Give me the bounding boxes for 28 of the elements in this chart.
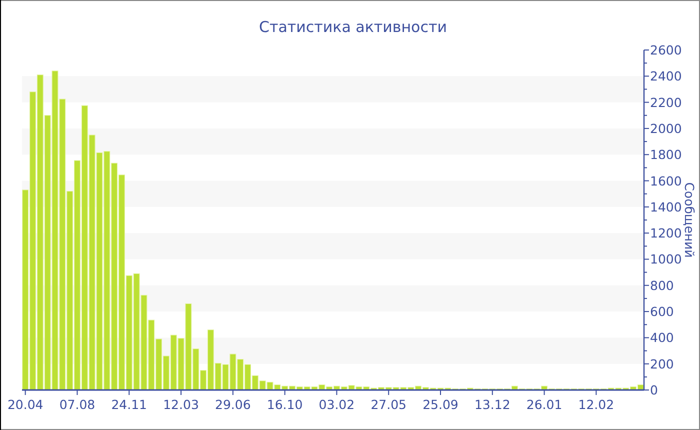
x-tick-label: 24.11 [111,397,148,412]
y-tick-label: 600 [650,304,674,320]
y-tick-label: 2400 [650,68,682,84]
x-tick-label: 26.01 [526,397,562,412]
y-tick-label: 1000 [650,252,682,267]
x-tick-label: 20.04 [7,397,44,412]
y-tick-label: 1200 [650,226,682,241]
x-tick-label: 12.03 [163,397,199,412]
y-tick-label: 2000 [650,120,682,136]
chart-title: Статистика активности [259,18,447,36]
y-tick-label: 2600 [650,42,682,58]
x-tick-label: 03.02 [318,397,355,412]
x-tick-label: 27.05 [370,397,406,412]
y-tick-label: 400 [650,330,674,346]
x-tick-label: 12.02 [578,397,614,412]
y-tick-label: 200 [650,356,674,372]
y-axis-title: Сообщений [682,182,697,258]
y-tick-label: 1400 [650,199,682,214]
x-tick-label: 07.08 [59,397,96,412]
x-tick-label: 25.09 [422,397,458,412]
x-tick-label: 13.12 [474,397,510,412]
y-tick-label: 1800 [650,147,682,162]
x-tick-label: 29.06 [215,397,251,412]
y-tick-label: 0 [650,382,658,398]
y-tick-label: 2200 [650,94,682,110]
y-tick-label: 800 [650,278,674,293]
y-tick-label: 1600 [650,173,682,188]
x-tick-label: 16.10 [266,397,303,412]
